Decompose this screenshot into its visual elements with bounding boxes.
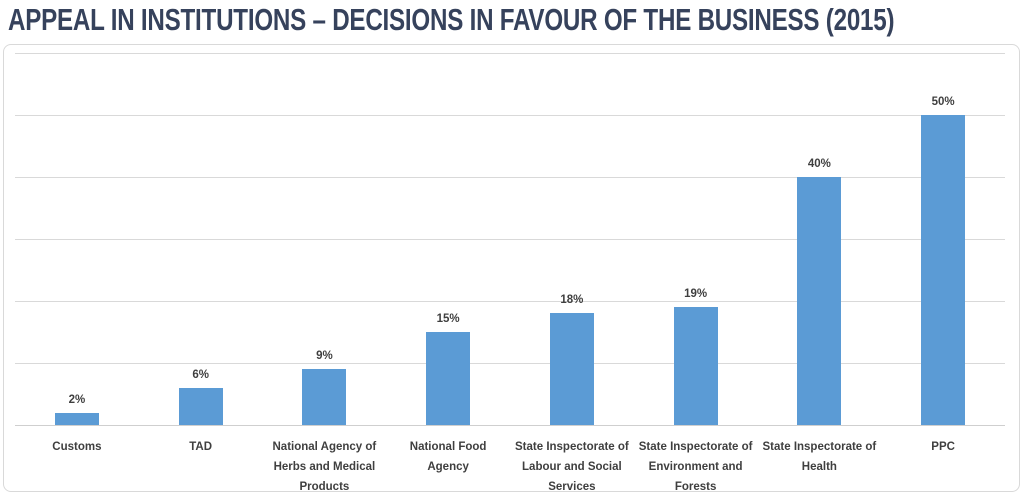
data-label: 15% xyxy=(436,313,460,325)
bar xyxy=(549,313,594,425)
bar xyxy=(178,387,223,425)
data-label: 40% xyxy=(807,158,831,170)
x-axis-baseline xyxy=(15,425,1005,426)
chart-title: APPEAL IN INSTITUTIONS – DECISIONS IN FA… xyxy=(8,2,895,37)
bar xyxy=(797,177,842,425)
gridline xyxy=(15,301,1005,302)
data-label: 2% xyxy=(68,393,86,406)
chart-frame: 2% Customs 6% TAD 9% National Agency of Herbs… xyxy=(3,44,1020,493)
bar xyxy=(54,412,99,425)
gridline xyxy=(15,239,1005,240)
category-label: State Inspectorate of Environment and Fo… xyxy=(638,441,753,493)
bar xyxy=(302,369,347,425)
bar xyxy=(673,307,718,425)
gridline xyxy=(15,363,1005,364)
plot-area: 2% Customs 6% TAD 9% National Agency of Herbs… xyxy=(15,45,1005,493)
category-label: National Food Agency xyxy=(409,441,487,473)
data-label: 19% xyxy=(684,288,708,301)
category-label: State Inspectorate of Labour and Social … xyxy=(515,441,629,493)
category-label: TAD xyxy=(189,441,213,453)
bar xyxy=(426,332,471,425)
gridline xyxy=(15,115,1005,116)
data-label: 6% xyxy=(192,368,209,381)
category-label: PPC xyxy=(931,441,955,453)
gridline xyxy=(15,177,1005,178)
bar xyxy=(921,115,966,425)
category-label: National Agency of Herbs and Medical Pro… xyxy=(272,441,377,493)
data-label: 18% xyxy=(560,294,584,307)
category-label: State Inspectorate of Health xyxy=(762,441,877,473)
gridline xyxy=(15,53,1005,54)
data-label: 9% xyxy=(316,350,333,363)
data-label: 50% xyxy=(931,96,955,108)
category-label: Customs xyxy=(52,441,102,453)
